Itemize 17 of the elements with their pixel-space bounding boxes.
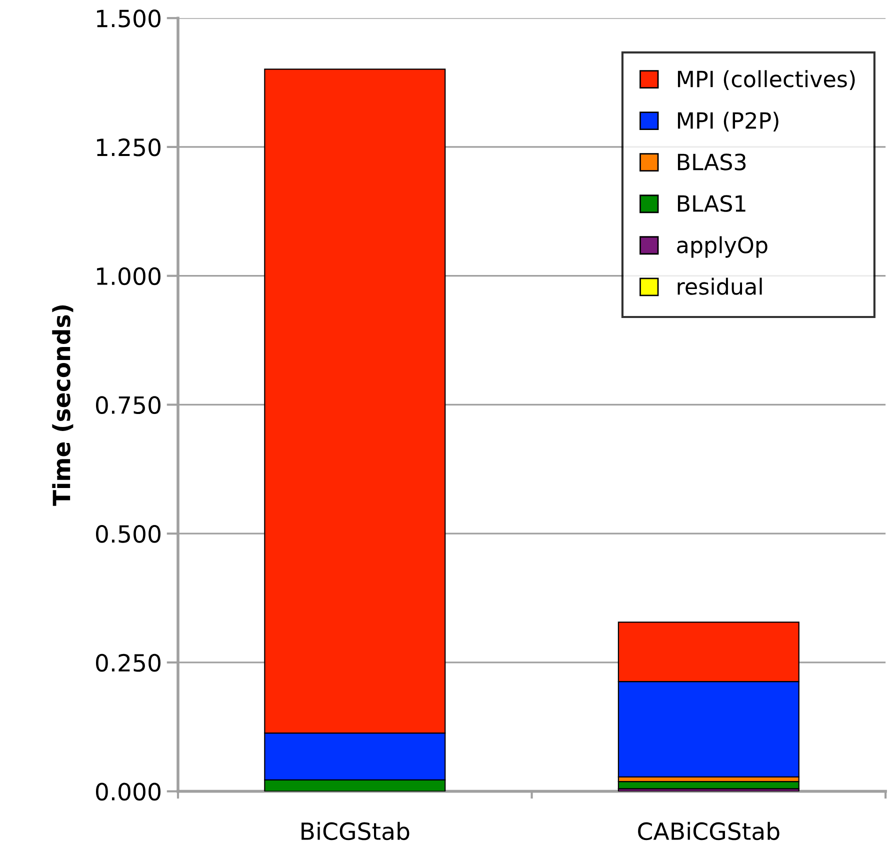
legend-label: applyOp: [677, 236, 768, 258]
legend-label: BLAS3: [678, 154, 746, 170]
y-tick-label: 0.000: [96, 782, 160, 801]
y-tick-label: 1.250: [97, 138, 160, 156]
x-tick-label: BiCGStab: [302, 822, 410, 840]
y-axis-title: Time (seconds): [52, 305, 74, 506]
y-tick-label: 1.500: [97, 10, 160, 28]
y-tick-label: 1.000: [97, 267, 160, 286]
legend-label: BLAS1: [678, 195, 746, 212]
y-tick-label: 0.500: [96, 525, 160, 543]
x-tick-label: CABiCGStab: [638, 822, 780, 840]
y-tick-label: 0.750: [96, 396, 160, 414]
y-tick-label: 0.250: [96, 654, 160, 672]
legend-label: residual: [678, 278, 762, 295]
legend-label: MPI (collectives): [678, 70, 855, 90]
bar: [618, 780, 800, 790]
legend-label: MPI (P2P): [678, 112, 778, 132]
